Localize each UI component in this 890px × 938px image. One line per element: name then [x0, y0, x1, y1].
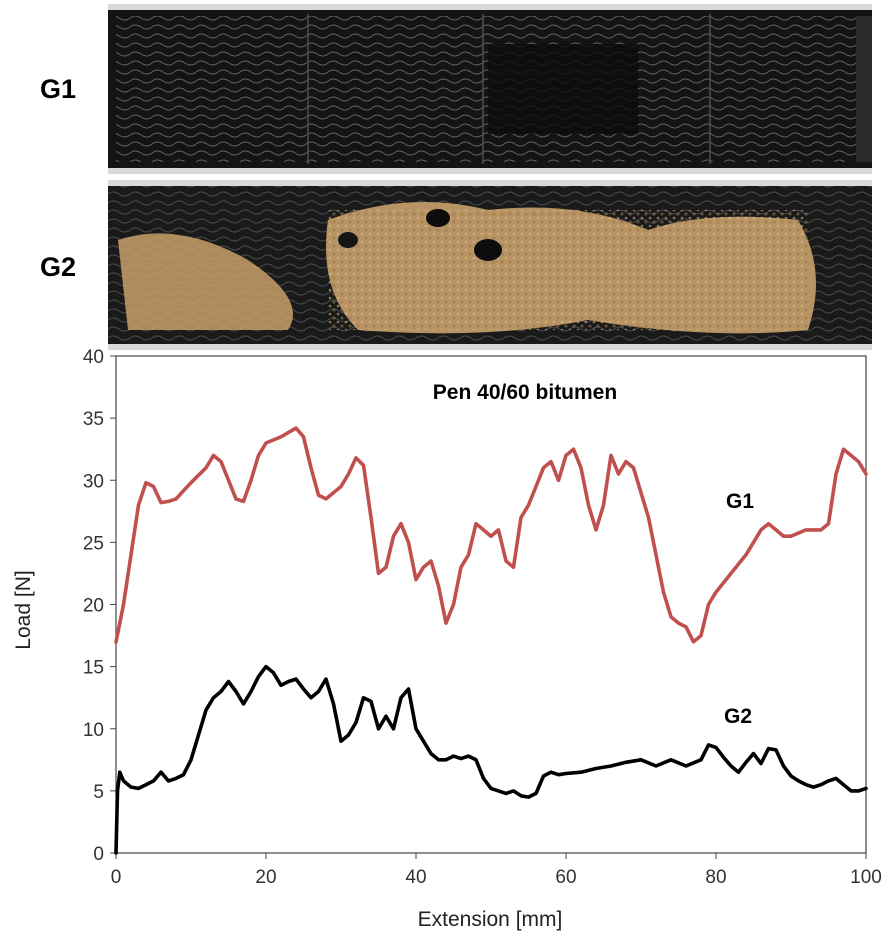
series-layer [114, 426, 868, 855]
specimen-photo-g2 [108, 180, 872, 350]
y-tick-label: 0 [93, 844, 104, 865]
y-tick-label: 30 [83, 471, 104, 492]
y-tick-label: 35 [83, 409, 104, 430]
x-axis-title: Extension [mm] [418, 908, 563, 931]
chart-title: Pen 40/60 bitumen [433, 381, 617, 404]
y-tick-label: 5 [93, 782, 104, 803]
load-extension-chart: 0 5 10 15 20 25 30 35 40 0 20 40 60 80 100 Pen 40/60 … [12, 347, 882, 931]
y-tick-label: 40 [83, 347, 104, 368]
x-tick-label: 20 [255, 867, 276, 888]
y-axis-title: Load [N] [12, 570, 35, 649]
x-tick-label: 80 [705, 867, 726, 888]
sample-label-g1: G1 [40, 74, 77, 104]
series-label-g1: G1 [726, 490, 754, 513]
y-tick-label: 25 [83, 533, 104, 554]
series-line-g1 [114, 426, 868, 644]
x-tick-label: 0 [111, 867, 122, 888]
plot-area-frame [115, 355, 867, 854]
y-tick-label: 10 [83, 720, 104, 741]
x-tick-label: 100 [850, 867, 882, 888]
specimen-photo-g1 [108, 4, 872, 174]
sample-label-g2: G2 [40, 252, 77, 282]
y-axis-ticks: 0 5 10 15 20 25 30 35 40 [83, 347, 116, 865]
x-tick-label: 40 [405, 867, 426, 888]
series-line-g2 [114, 664, 868, 855]
x-tick-label: 60 [555, 867, 576, 888]
x-axis-ticks: 0 20 40 60 80 100 [111, 853, 882, 888]
series-label-g2: G2 [724, 705, 752, 728]
y-tick-label: 15 [83, 658, 104, 679]
y-tick-label: 20 [83, 596, 104, 617]
